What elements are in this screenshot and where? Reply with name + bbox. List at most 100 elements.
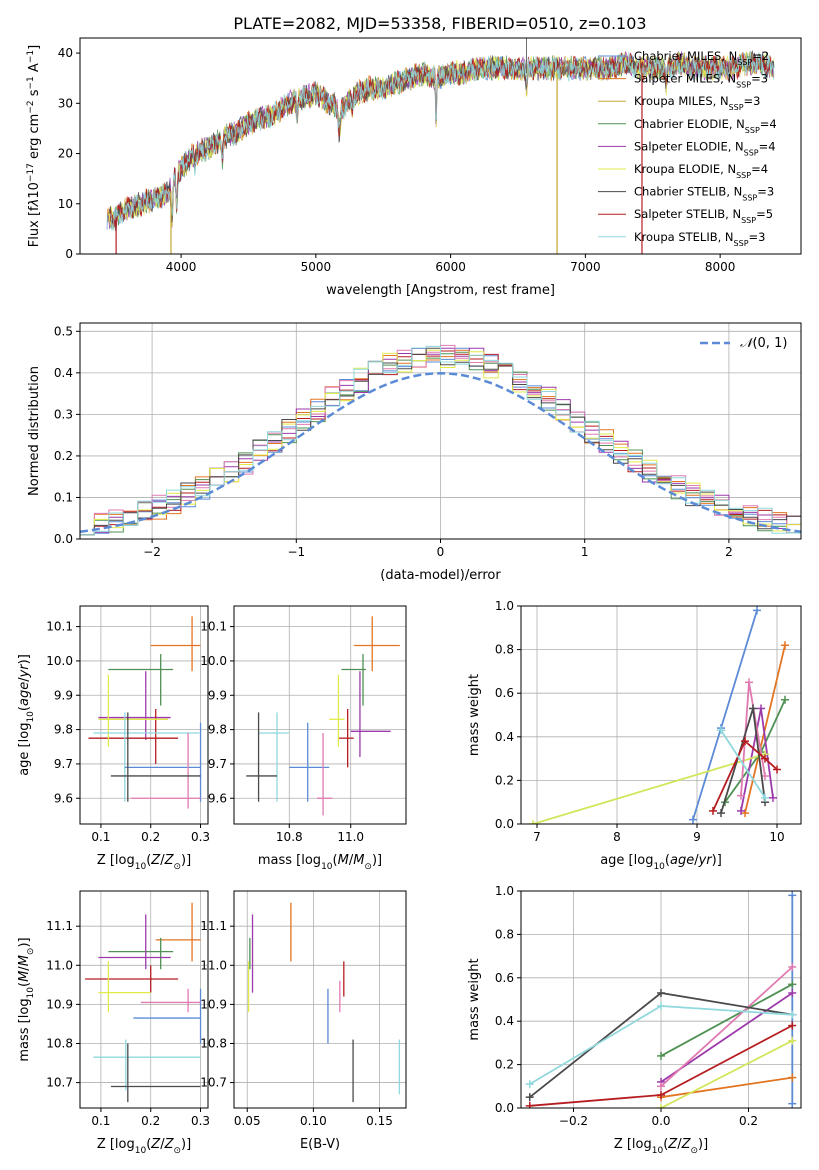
x-axis-label: Z [log10(Z/Z⊙)] bbox=[614, 1137, 708, 1156]
plus-marker bbox=[689, 815, 697, 824]
y-tick-label: 10.1 bbox=[46, 620, 73, 634]
y-tick-label: 0.4 bbox=[495, 1014, 514, 1028]
y-tick-label: 30 bbox=[58, 96, 73, 110]
plus-marker bbox=[717, 726, 725, 735]
plus-marker bbox=[657, 1002, 665, 1011]
y-tick-label: 1.0 bbox=[495, 884, 514, 898]
y-tick-label: 11.0 bbox=[46, 958, 73, 972]
x-tick-label: 0.2 bbox=[141, 1114, 160, 1128]
panel-age-weight: 7 8 9 10 0.0 0.2 0.4 0.6 0.8 1.0 age [log10(age/yr… bbox=[467, 599, 802, 872]
y-tick-label: 0.5 bbox=[54, 324, 73, 338]
x-axis-label: wavelength [Angstrom, rest frame] bbox=[326, 283, 555, 298]
x-tick-label: 5000 bbox=[301, 260, 332, 274]
plus-marker bbox=[657, 1104, 665, 1108]
legend-entry: Salpeter MILES, NSSP=3 bbox=[634, 72, 768, 90]
axes-frame bbox=[79, 605, 209, 825]
plot-area-ebv-mass bbox=[247, 902, 401, 1103]
plot-area-residuals bbox=[80, 344, 801, 536]
x-tick-label: 10.8 bbox=[276, 830, 303, 844]
spectrum-line bbox=[109, 50, 775, 231]
plus-marker bbox=[717, 809, 725, 818]
weight-line bbox=[660, 983, 793, 1057]
error-bar bbox=[93, 712, 200, 802]
plot-area-spectrum bbox=[106, 38, 775, 254]
y-tick-label: 0.2 bbox=[495, 773, 514, 787]
error-bar bbox=[155, 902, 201, 962]
y-tick-label: 0.2 bbox=[495, 1058, 514, 1072]
y-tick-label: 20 bbox=[58, 147, 73, 161]
error-bar bbox=[130, 733, 201, 809]
plot-area-z-weight bbox=[525, 891, 797, 1108]
plus-marker bbox=[749, 704, 757, 713]
y-tick-label: 9.8 bbox=[208, 723, 227, 737]
x-tick-label: 0 bbox=[437, 545, 445, 559]
axes-frame bbox=[79, 37, 802, 255]
y-tick-label: 10.7 bbox=[46, 1076, 73, 1090]
plus-marker bbox=[757, 704, 765, 713]
error-bar bbox=[110, 712, 201, 802]
plus-marker bbox=[761, 754, 769, 763]
error-bar bbox=[316, 733, 333, 816]
y-tick-label: 11.1 bbox=[46, 919, 73, 933]
plus-marker bbox=[781, 641, 789, 650]
plus-marker bbox=[788, 1010, 797, 1019]
y-tick-label: 9.8 bbox=[54, 723, 73, 737]
plus-marker bbox=[788, 980, 797, 989]
plus-marker bbox=[525, 1080, 534, 1089]
y-tick-label: 10.0 bbox=[200, 654, 227, 668]
y-tick-label: 0.0 bbox=[54, 532, 73, 546]
error-bar bbox=[258, 712, 290, 802]
y-axis-label: Normed distribution bbox=[27, 366, 42, 496]
plus-marker bbox=[709, 806, 717, 815]
y-tick-label: 10.8 bbox=[46, 1036, 73, 1050]
axes-frame bbox=[79, 890, 209, 1109]
plus-marker bbox=[525, 1101, 534, 1108]
error-bar bbox=[93, 1039, 201, 1091]
y-axis-label: Flux [fλ10−17 erg cm−2 s−1 A−1] bbox=[26, 45, 42, 247]
legend-entry: Chabrier MILES, NSSP=2 bbox=[634, 49, 769, 67]
panel-z-age: 0.1 0.2 0.3 9.6 9.7 9.8 9.9 10.0 10.1 Z [log10(Z/… bbox=[17, 605, 210, 872]
plot-area-z-age bbox=[88, 616, 202, 809]
error-bar bbox=[98, 914, 171, 970]
error-bar bbox=[341, 654, 367, 706]
weight-line bbox=[660, 966, 793, 1087]
plus-marker bbox=[781, 695, 789, 704]
weight-line bbox=[712, 739, 778, 812]
y-tick-label: 0 bbox=[65, 247, 73, 261]
x-tick-label: 11.0 bbox=[337, 830, 364, 844]
y-tick-label: 0.6 bbox=[495, 686, 514, 700]
error-bar bbox=[246, 712, 277, 802]
x-tick-label: 0.3 bbox=[191, 1114, 210, 1128]
weight-line bbox=[660, 1039, 793, 1108]
legend-entry: Kroupa ELODIE, NSSP=4 bbox=[634, 162, 768, 180]
plus-marker bbox=[788, 1021, 797, 1030]
plus-marker bbox=[525, 1093, 534, 1102]
error-bar bbox=[108, 937, 174, 970]
y-tick-label: 0.0 bbox=[495, 1101, 514, 1115]
x-axis-label: age [log10(age/yr)] bbox=[600, 853, 722, 872]
plus-marker bbox=[657, 1090, 665, 1099]
axes-frame bbox=[233, 890, 407, 1109]
y-tick-label: 9.6 bbox=[208, 791, 227, 805]
plus-marker bbox=[788, 1073, 797, 1082]
figure-title: PLATE=2082, MJD=53358, FIBERID=0510, z=0… bbox=[233, 14, 646, 33]
panel-ebv-mass: 0.05 0.10 0.15 10.7 10.8 10.9 11.0 11.1 E(B-V) bbox=[200, 890, 407, 1152]
legend-entry: Chabrier STELIB, NSSP=3 bbox=[634, 185, 774, 203]
error-bar bbox=[98, 671, 171, 740]
plot-area-mass-age bbox=[246, 616, 400, 816]
plus-marker bbox=[753, 606, 761, 615]
y-tick-label: 10.1 bbox=[200, 620, 227, 634]
y-tick-label: 0.4 bbox=[495, 730, 514, 744]
legend-entry: Chabrier ELODIE, NSSP=4 bbox=[634, 117, 777, 135]
panel-spectrum: 4000 5000 6000 7000 8000 0 10 20 30 40 wavelength … bbox=[26, 37, 802, 298]
panel-z-weight: −0.2 0.0 0.2 0.0 0.2 0.4 0.6 0.8 1.0 Z [log10(Z/Z… bbox=[467, 884, 802, 1156]
plus-marker bbox=[761, 793, 769, 802]
y-tick-label: 9.9 bbox=[208, 688, 227, 702]
x-tick-label: 10 bbox=[769, 830, 784, 844]
x-tick-label: 1 bbox=[581, 545, 589, 559]
plus-marker bbox=[657, 1051, 665, 1060]
y-axis-label: mass [log10(M/M⊙)] bbox=[17, 937, 36, 1061]
y-tick-label: 9.7 bbox=[54, 757, 73, 771]
plus-marker bbox=[788, 962, 797, 971]
y-tick-label: 10.7 bbox=[200, 1076, 227, 1090]
